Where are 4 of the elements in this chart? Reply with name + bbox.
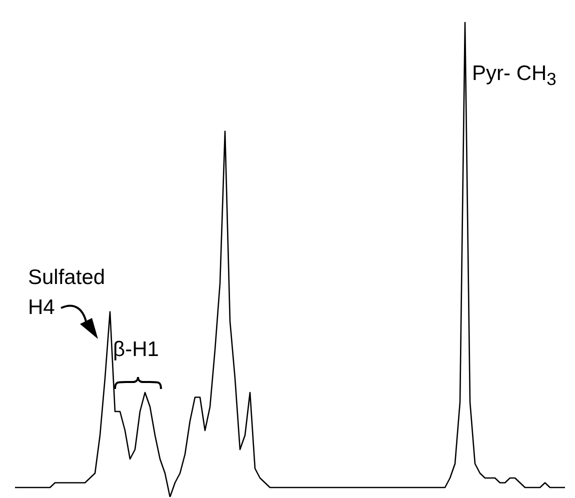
annotation: Sulfated [28,266,106,290]
annotation: H4 [28,296,55,320]
annotation: β-H1 [113,338,159,362]
annotation: Pyr- CH$_{3}$ [472,62,556,92]
